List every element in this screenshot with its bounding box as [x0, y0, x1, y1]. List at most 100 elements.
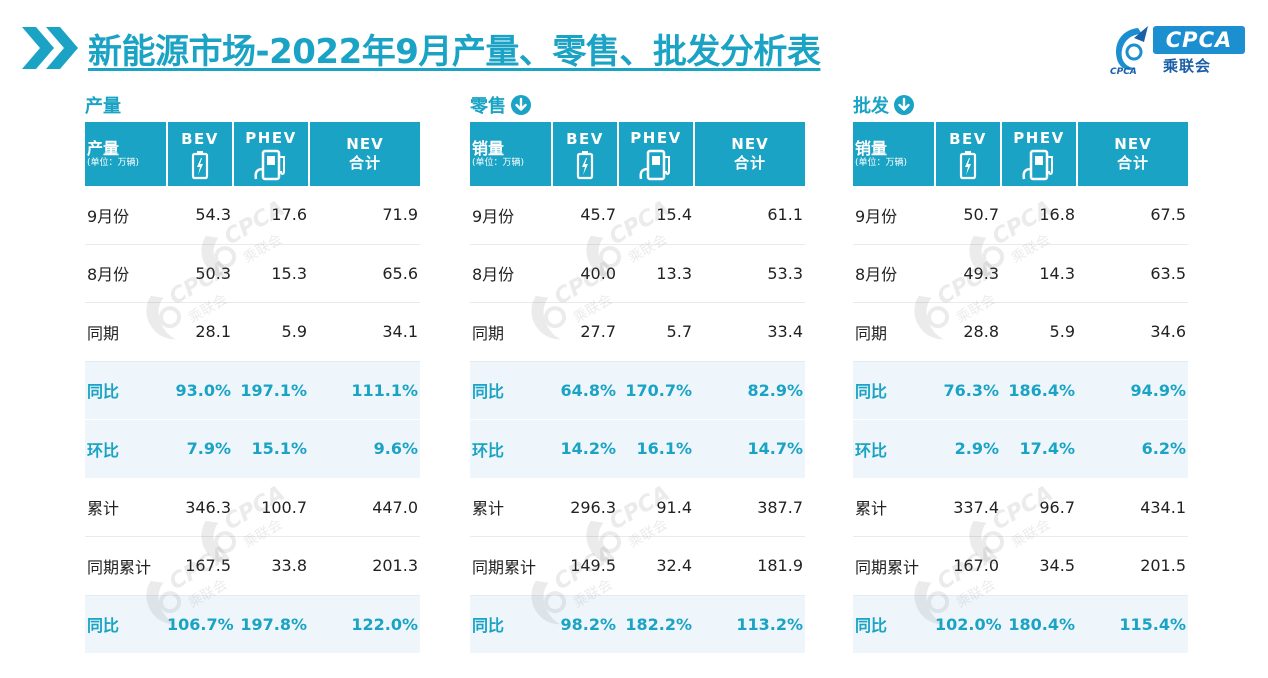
row-label: 同比 [85, 361, 167, 420]
row-label: 同比 [470, 595, 552, 654]
nev-value: 201.5 [1077, 536, 1188, 596]
bev-value: 337.4 [935, 478, 1001, 537]
phev-value: 17.4% [1001, 419, 1077, 479]
table-row: 累计 346.3 100.7 447.0 [85, 478, 420, 537]
phev-value: 15.3 [233, 244, 309, 303]
row-label: 同比 [85, 595, 167, 654]
unit-label: (单位：万辆) [472, 157, 525, 168]
nev-value: 113.2% [694, 595, 805, 654]
table-row: 同比 106.7% 197.8% 122.0% [85, 595, 420, 654]
phev-value: 180.4% [1001, 595, 1077, 654]
nev-sum-label: 合计 [1116, 154, 1149, 172]
nev-value: 53.3 [694, 244, 805, 303]
phev-value: 5.9 [233, 302, 309, 362]
row-label: 环比 [853, 419, 935, 479]
row-label: 8月份 [853, 244, 935, 303]
bev-value: 2.9% [935, 419, 1001, 479]
nev-value: 447.0 [309, 478, 420, 537]
row-label: 9月份 [470, 186, 552, 245]
nev-value: 65.6 [309, 244, 420, 303]
data-table: 销量 (单位：万辆) BEV PHEV NEV 合计 9月份 45.7 15.4 61.1 8月份 4… [470, 122, 805, 654]
table-header-row: 销量 (单位：万辆) BEV PHEV NEV 合计 [470, 122, 805, 186]
header-nev: NEV 合计 [694, 122, 805, 186]
nev-label: NEV [1114, 135, 1152, 153]
table-row: 9月份 45.7 15.4 61.1 [470, 186, 805, 245]
phev-value: 16.1% [618, 419, 694, 479]
header-nev: NEV 合计 [309, 122, 420, 186]
nev-label: NEV [731, 135, 769, 153]
bev-label: BEV [566, 130, 604, 148]
arrow-down-circle-icon [894, 95, 914, 115]
table-row: 同比 64.8% 170.7% 82.9% [470, 361, 805, 420]
arrow-down-circle-icon [511, 95, 531, 115]
section-retail: 零售 销量 (单位：万辆) BEV PHEV NEV 合计 9月份 45.7 15.4 61.1 8月… [470, 88, 805, 654]
nev-value: 34.6 [1077, 302, 1188, 362]
plug-charger-icon [254, 149, 285, 181]
section-title: 产量 [85, 88, 420, 122]
table-header-row: 销量 (单位：万辆) BEV PHEV NEV 合计 [853, 122, 1188, 186]
nev-value: 67.5 [1077, 186, 1188, 245]
row-label: 9月份 [853, 186, 935, 245]
table-row: 9月份 54.3 17.6 71.9 [85, 186, 420, 245]
phev-value: 91.4 [618, 478, 694, 537]
row-label: 同比 [853, 361, 935, 420]
row-label: 环比 [85, 419, 167, 479]
bev-value: 28.1 [167, 302, 233, 362]
nev-value: 6.2% [1077, 419, 1188, 479]
row-label: 累计 [470, 478, 552, 537]
bev-value: 14.2% [552, 419, 618, 479]
row-label: 8月份 [85, 244, 167, 303]
phev-value: 197.1% [233, 361, 309, 420]
bev-label: BEV [949, 130, 987, 148]
nev-label: NEV [346, 135, 384, 153]
bev-value: 102.0% [935, 595, 1002, 654]
table-row: 同比 98.2% 182.2% 113.2% [470, 595, 805, 654]
cpca-swoosh-icon: CPCA [1110, 26, 1148, 76]
phev-value: 34.5 [1001, 536, 1077, 596]
row-label: 累计 [853, 478, 935, 537]
bev-value: 93.0% [167, 361, 233, 420]
bev-value: 346.3 [167, 478, 233, 537]
header-phev: PHEV [1001, 122, 1078, 186]
plug-charger-icon [1022, 149, 1053, 181]
nev-value: 201.3 [309, 536, 420, 596]
phev-value: 17.6 [233, 186, 309, 245]
table-row: 同期 28.8 5.9 34.6 [853, 302, 1188, 362]
nev-value: 61.1 [694, 186, 805, 245]
table-row: 同比 76.3% 186.4% 94.9% [853, 361, 1188, 420]
phev-label: PHEV [630, 129, 682, 147]
table-row: 8月份 50.3 15.3 65.6 [85, 244, 420, 303]
bev-value: 64.8% [552, 361, 618, 420]
table-row: 8月份 40.0 13.3 53.3 [470, 244, 805, 303]
bev-value: 49.3 [935, 244, 1001, 303]
table-row: 同比 102.0% 180.4% 115.4% [853, 595, 1188, 654]
table-row: 同期累计 167.5 33.8 201.3 [85, 536, 420, 596]
table-row: 同期累计 149.5 32.4 181.9 [470, 536, 805, 596]
header-bev: BEV [167, 122, 234, 186]
data-table: 销量 (单位：万辆) BEV PHEV NEV 合计 9月份 50.7 16.8 67.5 8月份 4… [853, 122, 1188, 654]
table-header-row: 产量 (单位：万辆) BEV PHEV NEV 合计 [85, 122, 420, 186]
unit-label: (单位：万辆) [87, 157, 140, 168]
row-label: 同比 [470, 361, 552, 420]
header-label-cell: 销量 (单位：万辆) [853, 122, 936, 186]
phev-value: 186.4% [1001, 361, 1077, 420]
phev-label: PHEV [245, 129, 297, 147]
row-label: 同期累计 [470, 536, 552, 596]
bev-value: 28.8 [935, 302, 1001, 362]
nev-value: 82.9% [694, 361, 805, 420]
section-title-text: 零售 [470, 96, 506, 117]
phev-value: 15.4 [618, 186, 694, 245]
header-phev: PHEV [618, 122, 695, 186]
plug-charger-icon [639, 149, 670, 181]
table-row: 同期 28.1 5.9 34.1 [85, 302, 420, 362]
bev-value: 45.7 [552, 186, 618, 245]
row-label: 同期累计 [853, 536, 935, 596]
section-production: 产量 产量 (单位：万辆) BEV PHEV NEV 合计 9月份 54.3 17.6 71.9 8月… [85, 88, 420, 654]
header-nev: NEV 合计 [1077, 122, 1188, 186]
cpca-logo: CPCA CPCA 乘联会 [1108, 18, 1248, 78]
table-row: 同期累计 167.0 34.5 201.5 [853, 536, 1188, 596]
row-label: 同期 [470, 302, 552, 362]
header-bev: BEV [935, 122, 1002, 186]
nev-value: 33.4 [694, 302, 805, 362]
data-table: 产量 (单位：万辆) BEV PHEV NEV 合计 9月份 54.3 17.6 71.9 8月份 5… [85, 122, 420, 654]
